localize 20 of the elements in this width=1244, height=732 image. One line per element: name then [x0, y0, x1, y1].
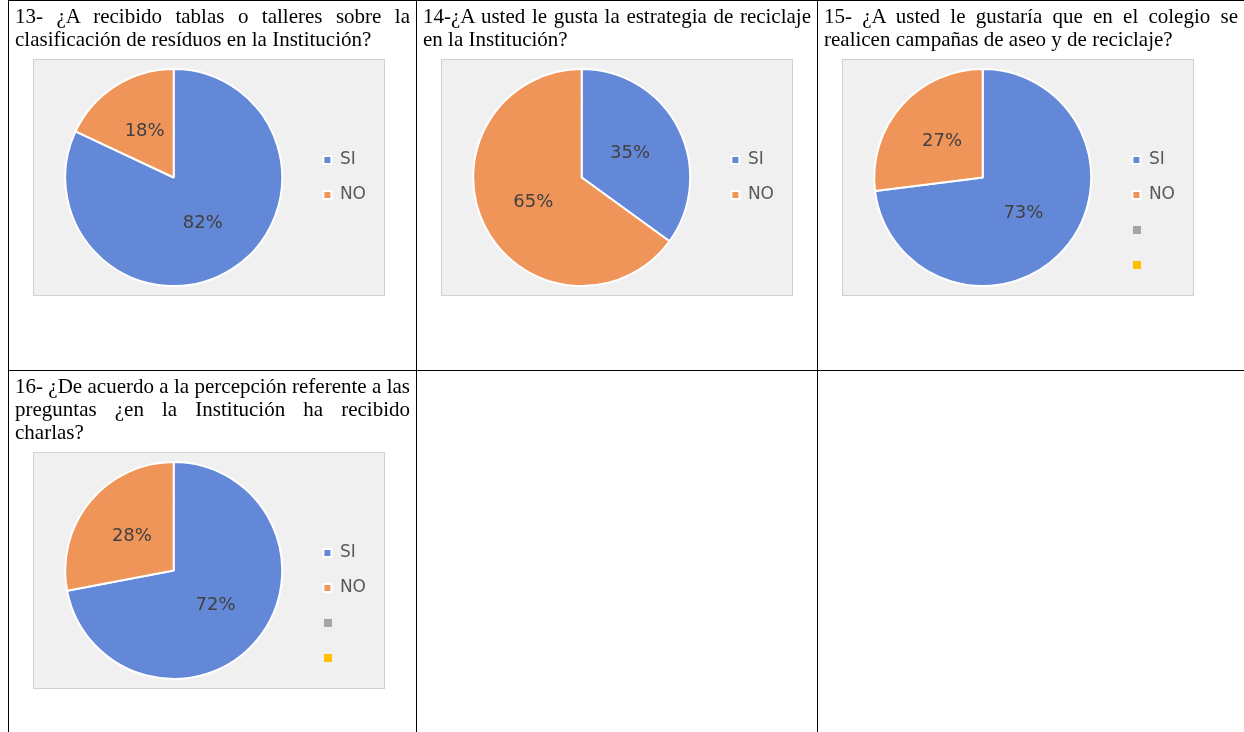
data-label: 73%	[1003, 201, 1044, 223]
data-label: 35%	[610, 140, 651, 162]
chart-title: 13- ¿A recibido tablas o talleres sobre la clasificación de resíduos en la Institución?	[15, 4, 410, 51]
legend-label: SI	[1148, 148, 1165, 169]
data-label: 65%	[513, 189, 554, 211]
legend-label: NO	[1148, 183, 1176, 204]
data-label: 27%	[922, 129, 963, 151]
chart-title: 14-¿A usted le gusta la estrategia de reciclaje en la Institución?	[423, 4, 811, 51]
legend-label: NO	[339, 183, 367, 204]
data-label: 72%	[195, 592, 236, 614]
legend-label: SI	[339, 541, 356, 562]
legend-label: SI	[747, 148, 764, 169]
legend-label: NO	[747, 183, 775, 204]
data-label: 82%	[182, 210, 223, 232]
data-label: 18%	[124, 119, 165, 141]
chart-title: 15- ¿A usted le gustaría que en el colegio se realicen campañas de aseo y de reciclaje?	[824, 4, 1238, 51]
legend-label: SI	[339, 148, 356, 169]
chart-title: 16- ¿De acuerdo a la percepción referente a las preguntas ¿en la Institución ha recibido charlas?	[15, 374, 410, 444]
legend-label: NO	[339, 576, 367, 597]
data-label: 28%	[111, 523, 152, 545]
